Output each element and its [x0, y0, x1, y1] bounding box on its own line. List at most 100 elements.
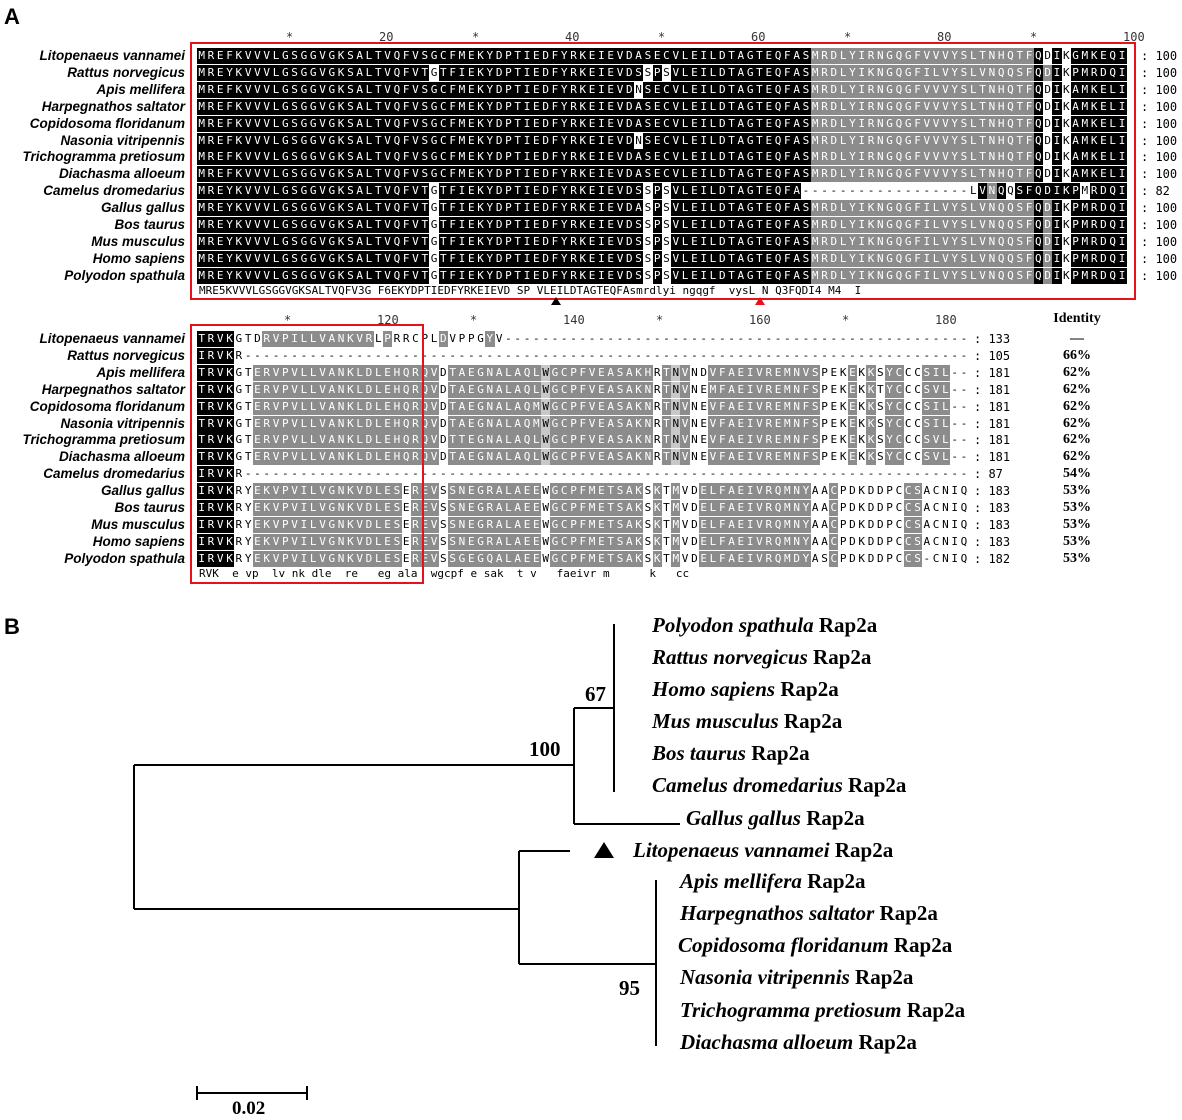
- residue: G: [299, 267, 309, 284]
- residue: D: [624, 166, 634, 183]
- residue: Y: [950, 48, 960, 64]
- residue: K: [262, 533, 272, 550]
- residue: G: [234, 331, 244, 347]
- residue: E: [736, 516, 746, 533]
- residue: D: [494, 183, 504, 200]
- residue: S: [615, 550, 625, 567]
- residue: -: [438, 466, 449, 483]
- residue: I: [596, 132, 607, 149]
- residue: N: [987, 64, 997, 81]
- residue: Q: [773, 217, 783, 233]
- residue: I: [857, 81, 867, 98]
- residue: E: [215, 81, 225, 98]
- residue: G: [308, 98, 318, 115]
- residue: L: [838, 64, 848, 81]
- residue: M: [457, 81, 467, 98]
- residue: K: [857, 415, 867, 432]
- residue: R: [234, 550, 244, 567]
- residue: D: [717, 200, 727, 217]
- residue: A: [624, 415, 634, 432]
- residue: N: [689, 364, 700, 381]
- residue: T: [726, 64, 737, 81]
- residue: Y: [884, 449, 895, 466]
- residue: C: [559, 381, 569, 398]
- residue: R: [819, 149, 830, 166]
- residue: F: [448, 200, 458, 217]
- residue: V: [252, 48, 263, 64]
- residue: V: [382, 267, 393, 284]
- residue: Q: [1033, 149, 1044, 166]
- residue: A: [819, 483, 830, 500]
- residue: F: [448, 115, 458, 132]
- residue: R: [206, 183, 216, 200]
- residue: Q: [1005, 64, 1016, 81]
- residue: I: [1117, 98, 1127, 115]
- residue: N: [987, 48, 997, 64]
- residue: E: [401, 516, 411, 533]
- residue: E: [587, 149, 597, 166]
- residue: S: [615, 516, 625, 533]
- residue: S: [959, 149, 969, 166]
- residue: P: [280, 449, 290, 466]
- residue: D: [717, 166, 727, 183]
- residue: R: [410, 415, 421, 432]
- residue: E: [699, 398, 709, 415]
- residue: M: [810, 233, 820, 250]
- residue: S: [801, 267, 811, 284]
- residue: Y: [950, 115, 960, 132]
- residue: E: [847, 398, 858, 415]
- residue: G: [299, 81, 309, 98]
- residue: T: [726, 217, 737, 233]
- residue: -: [903, 347, 913, 364]
- species-label: Trichogramma pretiosum: [22, 432, 185, 448]
- residue: S: [289, 250, 300, 267]
- residue: V: [931, 48, 941, 64]
- residue: L: [940, 381, 951, 398]
- residue: Y: [559, 183, 569, 200]
- residue: -: [262, 466, 272, 483]
- residue: V: [252, 115, 263, 132]
- residue: L: [364, 64, 374, 81]
- residue: V: [940, 132, 951, 149]
- residue: G: [299, 149, 309, 166]
- residue: -: [485, 466, 495, 483]
- residue: A: [494, 398, 504, 415]
- residue: E: [1098, 115, 1109, 132]
- residue: I: [299, 516, 309, 533]
- residue: V: [922, 115, 932, 132]
- residue: K: [633, 516, 644, 533]
- residue: A: [792, 132, 802, 149]
- residue: L: [373, 550, 383, 567]
- residue: L: [708, 516, 718, 533]
- residue: G: [280, 81, 290, 98]
- residue: G: [475, 331, 486, 347]
- ruler-tick: 80: [937, 30, 952, 44]
- residue: H: [392, 449, 402, 466]
- residue: D: [1043, 115, 1053, 132]
- residue: P: [819, 364, 830, 381]
- residue: F: [1024, 64, 1034, 81]
- residue: V: [940, 149, 951, 166]
- residue: Q: [522, 449, 532, 466]
- residue: M: [782, 533, 792, 550]
- residue: V: [410, 48, 421, 64]
- species-label: Camelus dromedarius: [43, 183, 185, 199]
- residue: C: [931, 516, 941, 533]
- residue: Q: [996, 267, 1006, 284]
- residue: Y: [884, 432, 895, 449]
- residue: N: [792, 516, 802, 533]
- residue: W: [540, 449, 551, 466]
- residue: M: [810, 267, 820, 284]
- residue: R: [262, 381, 272, 398]
- residue: V: [680, 500, 690, 516]
- residue: F: [401, 81, 411, 98]
- residue: F: [550, 217, 560, 233]
- species-label: Harpegnathos saltator: [41, 98, 185, 114]
- residue: R: [1089, 200, 1099, 217]
- residue: -: [699, 347, 709, 364]
- residue: E: [252, 550, 263, 567]
- residue: V: [429, 500, 439, 516]
- residue: S: [289, 233, 300, 250]
- residue: S: [345, 250, 356, 267]
- residue: C: [912, 364, 923, 381]
